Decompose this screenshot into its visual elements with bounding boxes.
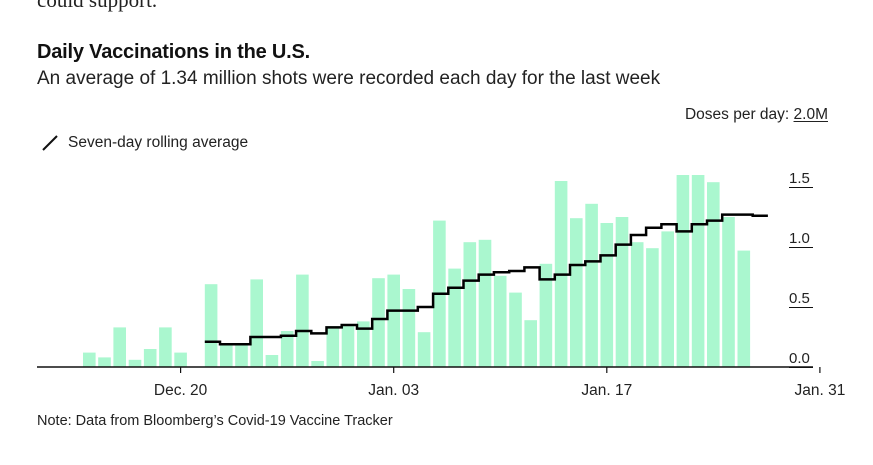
- chart-note: Note: Data from Bloomberg’s Covid-19 Vac…: [37, 413, 393, 429]
- bar-dec-30: [326, 326, 340, 367]
- bar-dec-29: [311, 361, 324, 367]
- bar-dec-31: [341, 326, 355, 367]
- x-ticks-group: Dec. 20 Jan. 03 Jan. 17 Jan. 31: [154, 367, 845, 399]
- bar-jan-03: [387, 274, 400, 367]
- bar-jan-08: [463, 242, 477, 367]
- bar-dec-19: [159, 327, 172, 367]
- bar-dec-17: [128, 359, 142, 367]
- bar-jan-19: [630, 242, 644, 367]
- bar-jan-11: [509, 292, 522, 367]
- bar-jan-18: [615, 217, 629, 367]
- bar-dec-14: [83, 352, 96, 367]
- rolling-average-legend-icon: [42, 135, 58, 151]
- bar-jan-26: [737, 250, 751, 367]
- bar-jan-16: [585, 203, 598, 367]
- bar-jan-01: [357, 321, 370, 367]
- cutoff-text: could support.: [37, 0, 158, 12]
- y-tick-label: 0.5: [789, 290, 810, 307]
- bar-dec-16: [113, 327, 126, 367]
- x-tick-label: Jan. 17: [581, 382, 632, 399]
- y-tick-label: 0.0: [789, 350, 810, 367]
- bar-jan-21: [661, 231, 674, 367]
- legend: Seven-day rolling average: [40, 134, 248, 152]
- bar-jan-13: [539, 263, 553, 367]
- bar-jan-12: [524, 320, 537, 367]
- bar-jan-17: [600, 223, 614, 367]
- bar-jan-07: [448, 268, 461, 367]
- bar-dec-18: [143, 349, 157, 367]
- legend-label: Seven-day rolling average: [68, 134, 249, 151]
- bar-dec-26: [265, 355, 279, 367]
- bars-group: [83, 175, 751, 367]
- units-prefix: Doses per day:: [684, 106, 794, 123]
- x-tick-label: Jan. 31: [794, 382, 845, 399]
- x-tick-label: Jan. 03: [368, 382, 419, 399]
- bar-dec-25: [250, 279, 263, 367]
- bar-dec-28: [296, 274, 309, 367]
- units-value: 2.0M: [793, 106, 828, 123]
- bar-dec-23: [220, 345, 233, 367]
- bar-jan-23: [691, 175, 705, 367]
- y-tick-label: 1.5: [789, 170, 810, 187]
- rolling-average-line: [204, 213, 768, 346]
- bar-jan-02: [372, 278, 385, 367]
- bar-dec-24: [235, 345, 248, 367]
- bar-jan-05: [417, 332, 431, 367]
- bar-jan-15: [570, 218, 583, 367]
- chart-subtitle: An average of 1.34 million shots were re…: [37, 68, 661, 89]
- units-label: Doses per day: 2.0M: [685, 106, 828, 124]
- bar-jan-24: [707, 182, 720, 367]
- bar-jan-25: [722, 217, 735, 367]
- bar-jan-20: [646, 248, 659, 367]
- bar-jan-10: [493, 275, 507, 367]
- y-ticks-group: 0.0 0.5 1.0 1.5: [789, 170, 813, 368]
- bar-dec-20: [174, 352, 187, 367]
- y-tick-label: 1.0: [789, 230, 810, 247]
- bar-jan-04: [402, 289, 416, 367]
- bar-dec-22: [204, 284, 218, 367]
- x-tick-label: Dec. 20: [154, 382, 208, 399]
- bar-dec-15: [98, 357, 111, 367]
- bar-jan-22: [676, 175, 690, 367]
- bar-jan-09: [478, 239, 492, 367]
- chart-title: Daily Vaccinations in the U.S.: [37, 41, 310, 63]
- bar-dec-27: [280, 331, 294, 367]
